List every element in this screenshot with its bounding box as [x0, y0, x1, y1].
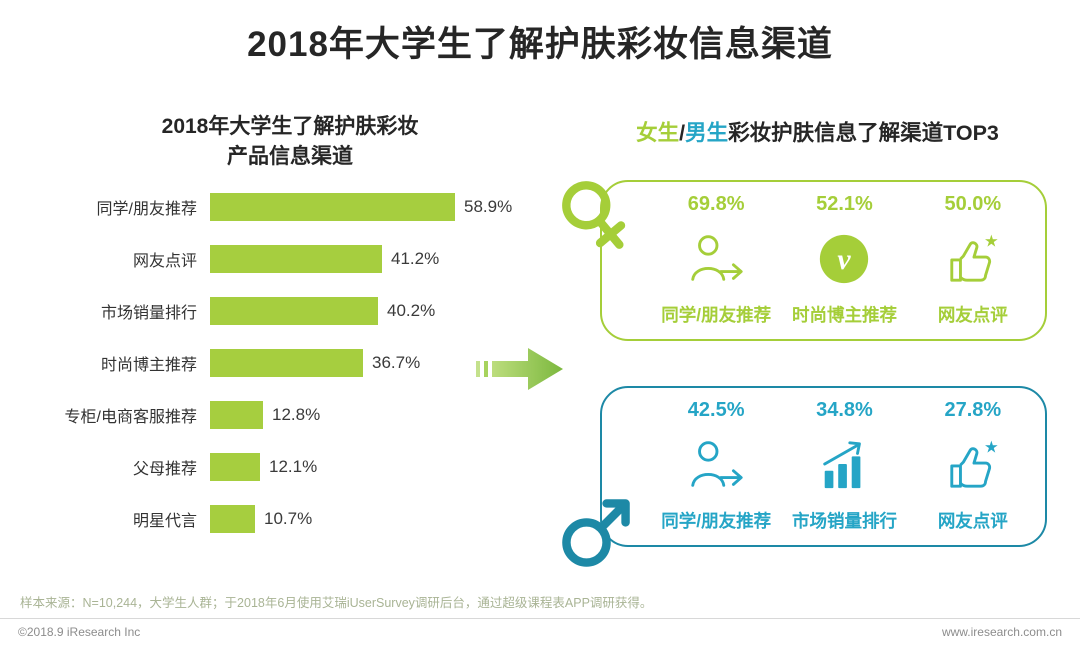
bar-chart-title-line1: 2018年大学生了解护肤彩妆	[161, 115, 419, 138]
top3-label: 同学/朋友推荐	[661, 511, 772, 531]
bar	[210, 296, 378, 325]
bar-category-label: 时尚博主推荐	[100, 356, 197, 374]
bar-row: 父母推荐 12.1%	[45, 452, 535, 481]
bar-row: 网友点评 41.2%	[45, 244, 535, 273]
top3-value: 52.1%	[816, 193, 873, 215]
bar-category-label: 明星代言	[132, 512, 197, 530]
bar-value-label: 41.2%	[391, 248, 440, 268]
female-top3-panel: 69.8% 同学/朋友推荐 52.1%	[562, 180, 1047, 341]
top3-label: 网友点评	[937, 511, 1008, 531]
bar-chart-arrow-icon	[815, 422, 873, 508]
top3-item: 69.8% 同学/朋友推荐	[652, 193, 780, 327]
bar-value-label: 12.8%	[272, 404, 321, 424]
male-icon	[558, 495, 634, 571]
bar-category-label: 专柜/电商客服推荐	[64, 408, 197, 426]
title-rest-segment: 彩妆护肤信息了解渠道TOP3	[728, 121, 999, 145]
bar-value-label: 10.7%	[264, 508, 313, 528]
bar-row: 市场销量排行 40.2%	[45, 296, 535, 325]
slash-segment: /	[679, 121, 686, 145]
bar-list: 同学/朋友推荐 58.9% 网友点评 41.2% 市场销量排行 40.2% 时尚…	[45, 192, 535, 533]
top3-label: 市场销量排行	[791, 511, 897, 531]
bar-category-label: 父母推荐	[132, 460, 197, 478]
svg-text:★: ★	[984, 438, 999, 456]
bar-row: 明星代言 10.7%	[45, 504, 535, 533]
bar	[210, 400, 263, 429]
thumbs-up-star-icon: ★	[944, 422, 1002, 508]
bar-category-label: 网友点评	[132, 252, 197, 270]
top3-item: 50.0% ★ 网友点评	[909, 193, 1037, 327]
bar	[210, 348, 363, 377]
person-arrow-icon	[685, 216, 747, 302]
thumbs-up-star-icon: ★	[944, 216, 1002, 302]
blogger-v-icon: v	[818, 216, 870, 302]
top3-value: 27.8%	[944, 399, 1002, 421]
female-title-segment: 女生	[636, 121, 680, 145]
top3-item: 27.8% ★ 网友点评	[909, 399, 1037, 533]
bar-row: 同学/朋友推荐 58.9%	[45, 192, 535, 221]
bar	[210, 504, 255, 533]
sample-source-note: 样本来源：N=10,244，大学生人群；于2018年6月使用艾瑞iUserSur…	[20, 596, 653, 610]
bar-value-label: 12.1%	[269, 456, 318, 476]
top3-panel-title: 女生/男生彩妆护肤信息了解渠道TOP3	[585, 116, 1050, 147]
website-url: www.iresearch.com.cn	[941, 625, 1062, 639]
top3-label: 时尚博主推荐	[791, 305, 897, 325]
male-top3-grid: 42.5% 同学/朋友推荐 34.8%	[602, 388, 1045, 545]
female-top3-grid: 69.8% 同学/朋友推荐 52.1%	[602, 182, 1045, 339]
right-arrow-icon	[476, 344, 564, 399]
bar-category-label: 市场销量排行	[100, 304, 197, 322]
bar-row: 专柜/电商客服推荐 12.8%	[45, 400, 535, 429]
bar-value-label: 40.2%	[387, 300, 436, 320]
bar-chart-title: 2018年大学生了解护肤彩妆 产品信息渠道	[110, 112, 470, 173]
bar-row: 时尚博主推荐 36.7%	[45, 348, 535, 377]
top3-label: 网友点评	[937, 305, 1008, 325]
page-title: 2018年大学生了解护肤彩妆信息渠道	[247, 25, 833, 64]
male-title-segment: 男生	[685, 121, 729, 145]
top3-item: 34.8% 市场销量排行	[780, 399, 908, 533]
top3-item: 52.1% v 时尚博主推荐	[780, 193, 908, 327]
bar	[210, 244, 382, 273]
top3-value: 34.8%	[816, 399, 873, 421]
svg-text:v: v	[838, 244, 852, 276]
female-icon	[545, 162, 651, 270]
bar-chart: 2018年大学生了解护肤彩妆 产品信息渠道 同学/朋友推荐 58.9% 网友点评…	[45, 112, 535, 557]
top3-value: 69.8%	[687, 193, 745, 215]
top3-item: 42.5% 同学/朋友推荐	[652, 399, 780, 533]
bar-chart-title-line2: 产品信息渠道	[227, 145, 353, 169]
top3-value: 42.5%	[687, 399, 745, 421]
copyright-text: ©2018.9 iResearch Inc	[18, 625, 141, 639]
bar-value-label: 58.9%	[464, 196, 513, 216]
top3-value: 50.0%	[944, 193, 1002, 215]
top3-label: 同学/朋友推荐	[661, 305, 772, 325]
bar	[210, 452, 260, 481]
bar-value-label: 36.7%	[372, 352, 421, 372]
bar-category-label: 同学/朋友推荐	[96, 200, 197, 218]
footer-bar: ©2018.9 iResearch Inc www.iresearch.com.…	[0, 618, 1080, 645]
person-arrow-icon	[685, 422, 747, 508]
svg-text:★: ★	[984, 232, 999, 250]
male-top3-panel: 42.5% 同学/朋友推荐 34.8%	[562, 386, 1047, 567]
bar	[210, 192, 455, 221]
